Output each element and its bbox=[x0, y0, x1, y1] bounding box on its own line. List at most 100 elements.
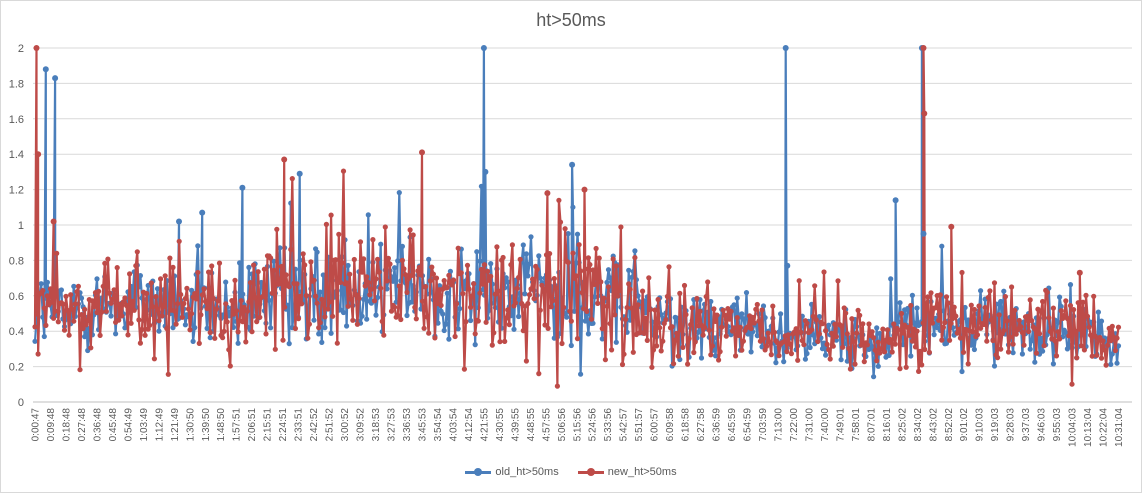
x-tick-label: 3:00:52 bbox=[340, 408, 351, 442]
x-tick-label: 0:09:48 bbox=[46, 408, 57, 442]
data-point bbox=[1103, 362, 1109, 368]
data-point bbox=[1038, 308, 1044, 315]
data-point bbox=[686, 336, 692, 342]
data-point bbox=[1029, 318, 1035, 324]
data-point bbox=[750, 314, 756, 320]
y-tick-label: 1.4 bbox=[9, 149, 24, 161]
data-point bbox=[838, 357, 844, 363]
data-point bbox=[908, 302, 914, 309]
data-point bbox=[974, 332, 981, 338]
data-point bbox=[505, 307, 511, 313]
data-point bbox=[44, 279, 51, 285]
legend-item-new[interactable]: new_ht>50ms bbox=[577, 466, 677, 478]
data-point bbox=[537, 307, 543, 313]
data-point bbox=[1084, 313, 1091, 319]
data-point bbox=[689, 305, 695, 311]
x-tick-label: 8:43:02 bbox=[928, 408, 939, 442]
data-point bbox=[819, 321, 826, 327]
data-point bbox=[65, 307, 71, 313]
x-tick-label: 6:45:59 bbox=[727, 408, 738, 442]
data-point bbox=[361, 296, 367, 302]
data-point bbox=[565, 231, 571, 237]
data-point bbox=[604, 279, 610, 285]
data-point bbox=[691, 349, 697, 356]
data-point bbox=[162, 273, 168, 279]
data-point bbox=[78, 295, 85, 301]
data-point bbox=[158, 276, 164, 282]
y-tick-label: 0.8 bbox=[9, 255, 24, 267]
data-point bbox=[165, 371, 171, 377]
data-point bbox=[523, 358, 530, 364]
data-point bbox=[733, 353, 739, 359]
legend-item-old[interactable]: old_ht>50ms bbox=[465, 466, 559, 478]
data-point bbox=[286, 284, 292, 290]
data-point bbox=[375, 294, 381, 301]
data-point bbox=[88, 345, 94, 351]
data-point bbox=[988, 317, 995, 323]
data-point bbox=[895, 327, 902, 333]
data-point bbox=[754, 333, 760, 339]
data-point bbox=[522, 291, 528, 297]
data-point bbox=[454, 301, 460, 307]
x-tick-label: 3:45:53 bbox=[417, 408, 428, 442]
data-point bbox=[956, 326, 962, 332]
data-point bbox=[125, 332, 131, 338]
data-point bbox=[585, 331, 592, 337]
data-point bbox=[85, 318, 91, 324]
data-point bbox=[277, 245, 283, 251]
data-point bbox=[170, 264, 176, 270]
data-point bbox=[1105, 342, 1111, 348]
data-point bbox=[75, 283, 81, 289]
x-tick-label: 10:22:04 bbox=[1099, 408, 1110, 447]
data-point bbox=[748, 349, 754, 355]
data-point bbox=[424, 314, 430, 320]
data-point bbox=[182, 322, 188, 328]
data-point bbox=[508, 262, 514, 268]
data-point bbox=[551, 276, 557, 282]
x-tick-label: 5:06:56 bbox=[557, 408, 568, 442]
data-point bbox=[700, 332, 706, 338]
x-tick-label: 6:54:59 bbox=[743, 408, 754, 442]
data-point bbox=[283, 272, 289, 278]
data-point bbox=[189, 287, 195, 293]
data-point bbox=[173, 321, 179, 327]
data-point bbox=[249, 329, 255, 335]
spike-point bbox=[199, 209, 206, 216]
data-point bbox=[340, 168, 347, 174]
data-point bbox=[198, 312, 204, 318]
data-point bbox=[816, 331, 823, 337]
data-point bbox=[370, 237, 376, 243]
data-point bbox=[300, 251, 306, 257]
data-point bbox=[671, 361, 677, 367]
data-point bbox=[872, 347, 878, 353]
data-point bbox=[109, 296, 116, 302]
data-point bbox=[226, 347, 232, 353]
data-point bbox=[311, 277, 317, 283]
data-point bbox=[432, 335, 438, 341]
data-point bbox=[455, 326, 461, 332]
data-point bbox=[728, 308, 734, 314]
data-point bbox=[1095, 309, 1101, 315]
data-point bbox=[1001, 327, 1007, 334]
x-tick-label: 3:27:53 bbox=[387, 408, 398, 442]
x-tick-label: 7:49:01 bbox=[835, 408, 846, 442]
legend: old_ht>50ms new_ht>50ms bbox=[0, 466, 1142, 480]
data-point bbox=[322, 314, 328, 320]
data-point bbox=[736, 332, 742, 338]
data-point bbox=[810, 313, 816, 319]
data-point bbox=[41, 333, 47, 340]
data-point bbox=[781, 359, 787, 365]
data-point bbox=[1029, 338, 1035, 344]
data-point bbox=[82, 306, 88, 312]
data-point bbox=[192, 291, 198, 297]
data-point bbox=[306, 321, 312, 327]
data-point bbox=[838, 323, 844, 329]
data-point bbox=[1012, 307, 1018, 313]
data-point bbox=[193, 296, 199, 302]
data-point bbox=[815, 338, 821, 345]
data-point bbox=[936, 317, 942, 323]
spike-point bbox=[948, 223, 955, 230]
data-point bbox=[378, 285, 384, 291]
data-point bbox=[788, 351, 795, 357]
spike-point bbox=[42, 66, 49, 73]
